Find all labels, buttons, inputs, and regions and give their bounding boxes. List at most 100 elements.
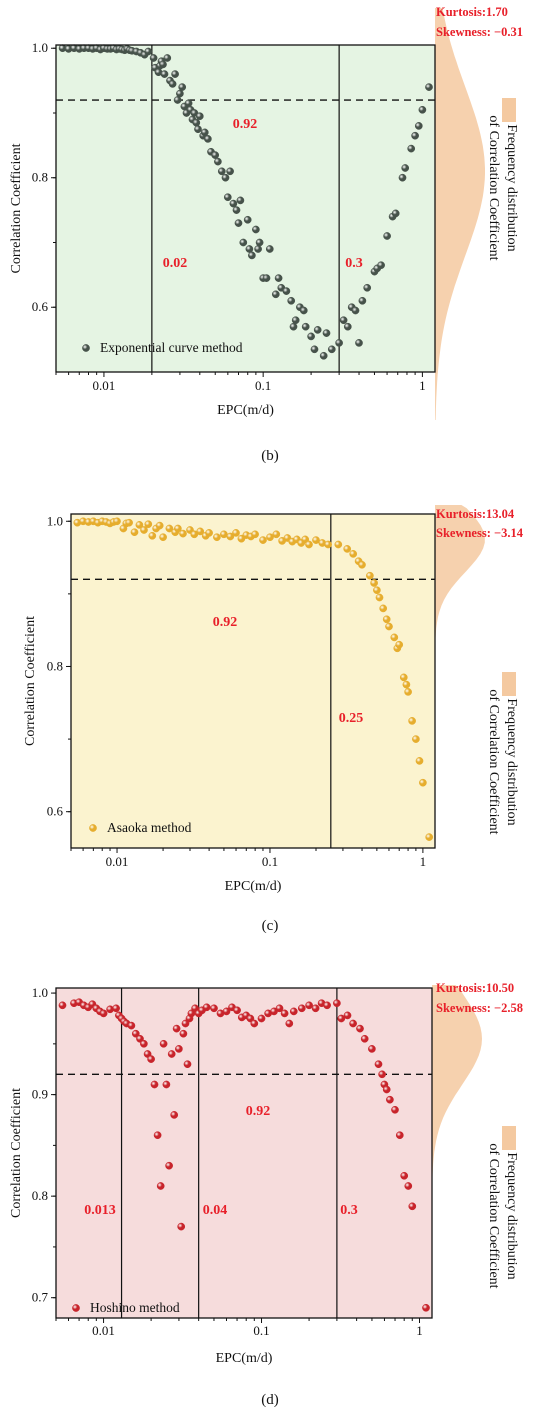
data-point [285,1019,294,1028]
frequency-distribution-curve [432,985,482,1380]
distribution-label-line2: of Correlation Coefficient [486,689,501,834]
vline-label: 0.25 [339,711,364,726]
data-point [148,531,157,540]
x-tick-label: 0.1 [253,1323,269,1338]
data-point [408,1202,417,1211]
data-point [181,1019,190,1028]
data-point [398,173,407,182]
data-point [343,322,352,331]
data-point [333,999,341,1008]
data-point [179,529,187,538]
data-point [307,332,315,341]
data-point [327,345,336,354]
data-point [319,351,328,360]
data-point [210,1004,218,1013]
skewness-label: Skewness: −2.58 [436,1001,523,1015]
data-point [282,287,291,295]
vline-label: 0.013 [84,1203,116,1218]
y-tick-label: 0.9 [32,1087,48,1102]
kurtosis-label: Kurtosis:10.50 [436,981,514,995]
data-point [418,105,427,114]
data-point [140,526,148,534]
data-point [266,533,274,542]
data-point [211,151,220,159]
data-point [226,167,234,176]
data-point [377,261,385,270]
legend-label: Exponential curve method [100,340,243,355]
data-point [125,518,133,527]
x-axis-label: EPC(m/d) [217,403,274,418]
data-point [222,1007,231,1016]
data-point [395,1131,404,1140]
panel-c: 0.01 0.1 1 0.6 0.8 1.0 EPC(m/d) Correlation Coe… [23,505,524,934]
data-point [229,199,238,208]
data-point [404,1182,413,1190]
panel-d: 0.01 0.1 1 0.7 0.8 0.9 1.0 EPC(m/d) Correlation … [9,981,523,1408]
data-point [368,1045,376,1053]
data-point [252,225,260,234]
data-point [262,274,271,282]
kurtosis-label: Kurtosis:13.04 [436,507,515,521]
data-point [130,528,139,537]
y-axis-label: Correlation Coefficient [23,616,38,746]
data-point [339,316,348,325]
data-point [408,717,416,725]
skewness-label: Skewness: −3.14 [436,526,524,540]
y-tick-label: 1.0 [32,985,48,1000]
data-point [411,131,419,140]
data-point [287,296,296,305]
data-point [232,529,240,537]
data-point [112,1004,120,1013]
skewness-label: Skewness: −0.31 [436,25,523,39]
data-point [374,1060,383,1069]
frequency-distribution-curve [435,505,485,900]
distribution-swatch [502,98,516,122]
x-tick-label: 0.01 [93,378,116,393]
x-axis-label: EPC(m/d) [225,879,282,894]
data-point [204,135,212,143]
data-point [355,339,363,347]
legend-marker [82,344,90,352]
data-point [265,245,274,253]
data-point [323,1001,331,1010]
data-point [274,274,283,282]
legend-label: Asaoka method [107,820,192,835]
vline-label: 0.3 [345,256,363,271]
data-point [386,1095,394,1104]
data-point [349,1019,357,1028]
data-point [310,345,319,354]
data-point [363,283,372,292]
data-point [407,144,416,153]
data-point [382,615,391,624]
plot-frame [55,987,433,1319]
data-point [385,622,393,631]
data-point [202,1003,211,1012]
y-axis-label: Correlation Coefficient [9,1088,24,1218]
data-point [254,245,262,253]
data-point [245,245,254,253]
data-point [226,532,235,541]
data-point [334,540,343,549]
hline-label: 0.92 [246,1104,271,1119]
distribution-swatch [502,672,516,696]
data-point [127,1021,136,1030]
data-point [200,128,209,137]
y-axis-label: Correlation Coefficient [9,143,24,273]
data-point [243,215,252,224]
data-point [177,1222,186,1231]
data-point [322,329,331,337]
data-point [313,326,322,334]
x-tick-label: 0.1 [262,854,278,869]
x-tick-label: 0.01 [106,854,129,869]
data-point [373,586,381,595]
data-point [297,1004,306,1013]
data-point [299,306,308,315]
data-point [395,640,404,649]
data-point [173,96,182,104]
data-point [390,633,399,642]
plot-background [56,988,432,1318]
data-point [236,196,245,205]
data-point [425,83,433,91]
data-point [147,1055,155,1063]
